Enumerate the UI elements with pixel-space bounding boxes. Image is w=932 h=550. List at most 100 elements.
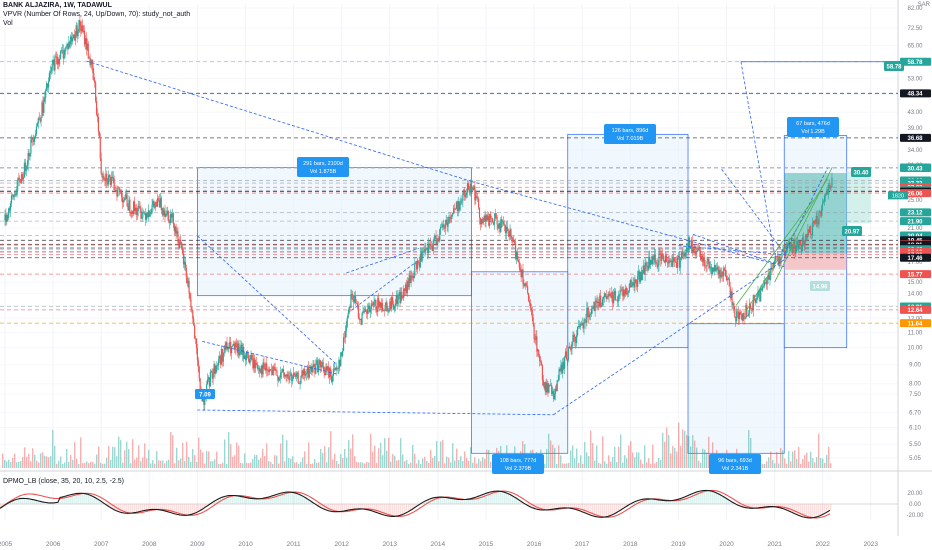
candle-body [450, 217, 452, 220]
volume-bar [258, 459, 260, 468]
osc-histogram-bar [780, 504, 782, 508]
price-tick-label: 39.00 [907, 126, 923, 132]
candle-body [827, 185, 829, 195]
candle-body [753, 294, 755, 300]
candle-body [759, 290, 761, 301]
osc-histogram-bar [560, 504, 562, 509]
osc-histogram-bar [86, 493, 88, 504]
candle-body [19, 178, 21, 183]
candle-body [416, 261, 419, 270]
osc-histogram-bar [150, 504, 152, 510]
candle-body [67, 43, 69, 50]
price-tick-label: 72.50 [907, 26, 923, 32]
volume-bar [544, 463, 546, 468]
volume-bar [58, 460, 60, 468]
candle-body [670, 260, 672, 262]
volume-bar [134, 459, 136, 468]
volume-bar [634, 457, 636, 468]
candle-body [672, 258, 674, 267]
volume-bar [56, 463, 58, 468]
volume-bar [346, 457, 348, 468]
osc-histogram-bar [310, 500, 312, 504]
candle-body [154, 205, 156, 208]
volume-bar [442, 440, 444, 468]
candle-body [650, 260, 652, 266]
osc-histogram-bar [762, 504, 764, 508]
candle-body [521, 269, 523, 278]
osc-histogram-bar [180, 504, 182, 515]
candle-body [65, 46, 67, 48]
candle-body [684, 252, 686, 257]
symbol-title[interactable]: BANK ALJAZIRA, 1W, TADAWUL [3, 2, 112, 9]
volume-bar [52, 429, 54, 468]
candle-body [490, 214, 492, 219]
osc-histogram-bar [434, 497, 436, 504]
candle-body [135, 207, 137, 215]
volume-bar [624, 455, 626, 468]
year-tick-label: 2005 [0, 541, 13, 548]
candle-body [231, 345, 234, 347]
date-range-box [471, 271, 569, 454]
osc-histogram-bar [646, 498, 648, 504]
candle-body [236, 345, 238, 353]
price-label-box [900, 253, 931, 262]
osc-histogram-bar [516, 498, 518, 504]
candle-body [396, 295, 398, 305]
osc-histogram-bar [590, 504, 592, 515]
volume-bar [660, 460, 662, 468]
osc-histogram-bar [106, 504, 108, 505]
osc-histogram-bar [594, 504, 596, 517]
candle-body [134, 207, 137, 212]
osc-histogram-bar [124, 504, 126, 514]
osc-histogram-bar [828, 504, 830, 512]
candle-body [792, 243, 794, 253]
candle-body [68, 41, 70, 50]
osc-histogram-bar [442, 497, 444, 504]
candle-body [718, 270, 720, 275]
osc-histogram-bar [192, 504, 194, 515]
candle-body [744, 318, 746, 320]
candle-body [788, 242, 790, 249]
candle-body [352, 294, 354, 300]
candle-body [256, 362, 258, 365]
osc-histogram-bar [284, 492, 286, 504]
candle-body [517, 259, 519, 263]
volume-indicator-label[interactable]: Vol [3, 20, 13, 27]
candle-body [302, 370, 304, 375]
candle-body [661, 253, 663, 261]
candle-body [333, 368, 335, 370]
dpmo-indicator-label[interactable]: DPMO_LB (close, 35, 20, 10, 2.5, -2.5) [3, 478, 125, 485]
osc-main-line [0, 489, 831, 519]
candle-body [394, 303, 396, 306]
volume-bar [332, 459, 334, 468]
volume-bar [334, 453, 336, 468]
volume-bar [644, 445, 646, 468]
volume-bar [314, 459, 316, 468]
osc-histogram-bar [84, 493, 86, 504]
osc-histogram-bar [654, 499, 656, 504]
candle-body [27, 152, 29, 165]
osc-histogram-bar [540, 504, 542, 510]
osc-histogram-bar [394, 504, 396, 517]
osc-histogram-bar [108, 504, 110, 507]
candle-body [124, 195, 126, 200]
osc-histogram-bar [0, 504, 2, 509]
osc-histogram-bar [72, 494, 74, 504]
osc-histogram-bar [38, 500, 40, 504]
candle-body [16, 186, 18, 195]
candle-body [711, 266, 713, 274]
candle-body [403, 288, 405, 299]
candle-body [349, 307, 351, 308]
vpvr-indicator-label[interactable]: VPVR (Number Of Rows, 24, Up/Down, 70): … [3, 11, 191, 18]
volume-bar [574, 458, 576, 468]
candle-body [156, 202, 158, 207]
volume-bar [562, 463, 564, 468]
osc-histogram-bar [228, 495, 230, 504]
candle-body [452, 213, 454, 215]
volume-bar [688, 435, 690, 468]
osc-histogram-bar [348, 504, 350, 511]
candle-body [805, 234, 807, 240]
volume-bar [368, 462, 370, 468]
candle-body [259, 371, 261, 373]
